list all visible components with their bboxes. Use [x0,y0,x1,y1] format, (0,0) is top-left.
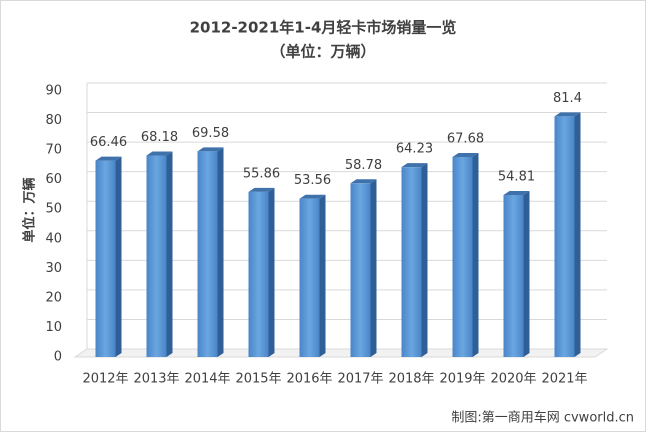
bar-side [523,191,530,357]
bar [95,156,122,357]
bar [503,191,530,357]
bar-side [217,147,224,357]
chart-title: 2012-2021年1-4月轻卡市场销量一览 [190,19,457,37]
bar-top [452,152,479,157]
bar-top [95,156,122,161]
x-tick-label: 2020年 [490,372,536,387]
bar-top [248,187,275,192]
y-tick-label: 60 [45,172,62,187]
y-tick-label: 90 [45,84,62,99]
value-label: 58.78 [345,158,382,173]
x-tick-label: 2021年 [541,372,587,387]
bar [197,147,224,357]
y-tick-label: 40 [45,231,62,246]
bar-top [350,179,377,184]
bar-front [95,160,116,357]
y-tick-label: 10 [45,320,62,335]
y-tick-label: 30 [45,261,62,276]
x-tick-label: 2014年 [184,372,230,387]
bar [299,194,326,357]
y-tick-label: 80 [45,113,62,128]
bar [248,187,275,357]
bar-front [554,116,575,357]
bar [554,112,581,357]
value-label: 81.4 [553,91,582,106]
bar-front [299,198,320,357]
value-label: 64.23 [396,142,433,157]
bar-top [197,147,224,152]
bar-side [268,187,275,357]
bar [452,152,479,357]
bar-side [319,194,326,357]
bar-front [452,156,473,357]
value-label: 66.46 [90,135,127,150]
bar [350,179,377,357]
value-label: 69.58 [192,126,229,141]
bar-front [503,195,524,357]
bar-front [248,191,269,357]
x-tick-label: 2016年 [286,372,332,387]
y-tick-label: 50 [45,202,62,217]
bar-side [115,156,122,357]
chart-subtitle: （单位：万辆） [270,43,375,61]
bar [401,163,428,357]
x-tick-label: 2018年 [388,372,434,387]
x-tick-label: 2019年 [439,372,485,387]
x-tick-label: 2013年 [133,372,179,387]
y-tick-label: 70 [45,143,62,158]
bar-side [574,112,581,357]
value-label: 67.68 [447,131,484,146]
bar-side [421,163,428,357]
y-axis-label: 单位：万辆 [22,177,38,242]
value-label: 53.56 [294,173,331,188]
bar-top [554,112,581,117]
y-tick-label: 0 [54,350,62,365]
x-tick-label: 2015年 [235,372,281,387]
bar-front [146,155,167,357]
bar-top [146,151,173,156]
bar-side [472,152,479,357]
bar-front [350,183,371,357]
source-note: 制图:第一商用车网 cvworld.cn [451,410,634,426]
bar-side [370,179,377,357]
bar-front [401,167,422,357]
x-tick-label: 2017年 [337,372,383,387]
value-label: 68.18 [141,130,178,145]
bar-side [166,151,173,357]
value-label: 55.86 [243,166,280,181]
x-tick-label: 2012年 [82,372,128,387]
bar-top [299,194,326,199]
bar-front [197,151,218,357]
bar-top [401,163,428,168]
bar-top [503,191,530,196]
y-tick-label: 20 [45,290,62,305]
value-label: 54.81 [498,170,535,185]
bar [146,151,173,357]
